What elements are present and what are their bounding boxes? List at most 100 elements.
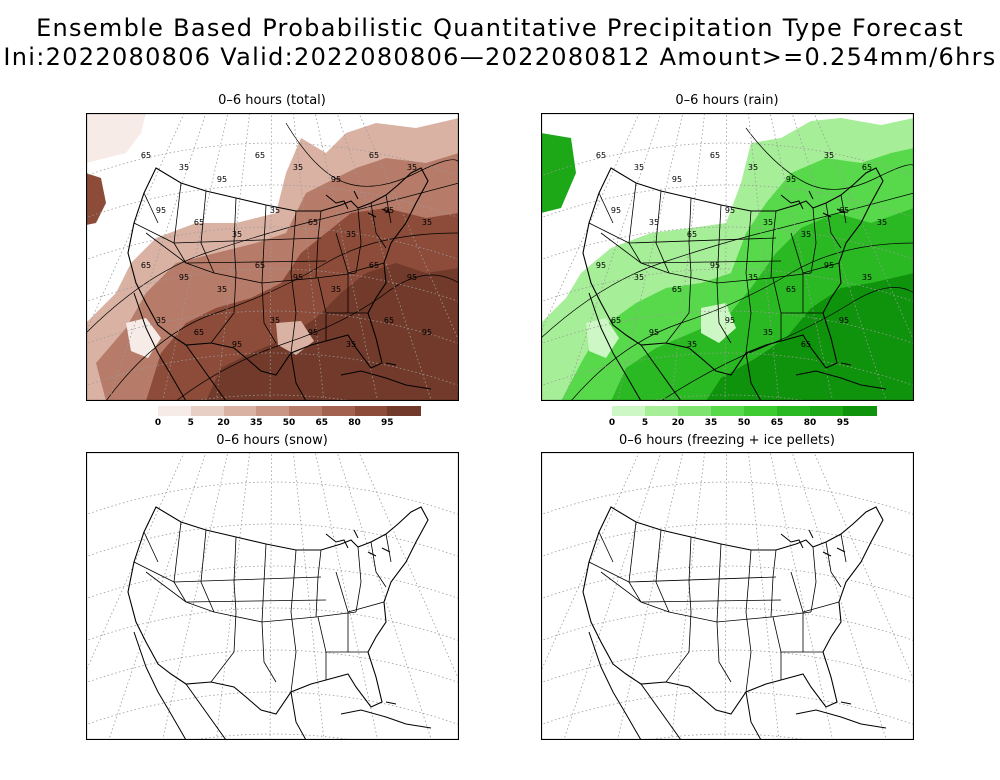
contour-label: 65 bbox=[369, 151, 379, 160]
contour-label: 95 bbox=[331, 175, 341, 184]
contour-label: 65 bbox=[710, 151, 720, 160]
contour-label: 95 bbox=[710, 261, 720, 270]
colorbar-tick-label: 5 bbox=[641, 418, 649, 428]
panel-title-total: 0–6 hours (total) bbox=[218, 93, 326, 108]
colorbar-swatch bbox=[678, 406, 712, 416]
contour-label: 95 bbox=[179, 273, 189, 282]
contour-label: 95 bbox=[232, 340, 242, 349]
colorbar-tick-label: 50 bbox=[737, 418, 751, 428]
contour-label: 35 bbox=[649, 218, 659, 227]
contour-label: 95 bbox=[725, 206, 735, 215]
contour-label: 95 bbox=[839, 316, 849, 325]
contour-label: 95 bbox=[725, 316, 735, 325]
contour-label: 35 bbox=[346, 340, 356, 349]
contour-label: 65 bbox=[141, 261, 151, 270]
colorbar-swatch bbox=[387, 406, 421, 416]
contour-label: 95 bbox=[672, 175, 682, 184]
colorbar-tick-label: 20 bbox=[671, 418, 685, 428]
contour-label: 35 bbox=[217, 285, 227, 294]
colorbar-swatch bbox=[810, 406, 844, 416]
contour-label: 65 bbox=[369, 261, 379, 270]
panel-title-rain: 0–6 hours (rain) bbox=[675, 93, 779, 108]
colorbar-tick-label: 80 bbox=[803, 418, 817, 428]
contour-label: 65 bbox=[308, 218, 318, 227]
chart-title-line2: Ini:2022080806 Valid:2022080806—20220808… bbox=[3, 43, 997, 71]
contour-label: 35 bbox=[824, 151, 834, 160]
contour-label: 95 bbox=[596, 261, 606, 270]
colorbar-swatch bbox=[777, 406, 811, 416]
colorbar-tick-label: 95 bbox=[380, 418, 394, 428]
colorbar-swatch bbox=[289, 406, 323, 416]
colorbar-tick-label: 80 bbox=[348, 418, 361, 428]
contour-label: 65 bbox=[687, 230, 697, 239]
contour-label: 35 bbox=[407, 163, 417, 172]
contour-label: 65 bbox=[194, 328, 204, 337]
contour-label: 65 bbox=[194, 218, 204, 227]
contour-label: 35 bbox=[634, 273, 644, 282]
contour-label: 35 bbox=[179, 163, 189, 172]
contour-label: 65 bbox=[611, 316, 621, 325]
contour-label: 35 bbox=[156, 316, 166, 325]
contour-label: 65 bbox=[672, 285, 682, 294]
map-panel-freezing bbox=[541, 452, 914, 740]
panel-title-snow: 0–6 hours (snow) bbox=[216, 433, 328, 448]
contour-label: 65 bbox=[596, 151, 606, 160]
contour-label: 35 bbox=[270, 206, 280, 215]
colorbar-rain: 0 5 20 35 50 65 80 95 bbox=[608, 406, 877, 430]
colorbar-tick-label: 0 bbox=[154, 418, 162, 428]
colorbar-tick-label: 50 bbox=[282, 418, 296, 428]
colorbar-swatch bbox=[645, 406, 679, 416]
map-panel-rain: 65 35 95 65 35 95 35 65 95 35 65 95 35 35 65 35 95 35 65 95… bbox=[541, 113, 914, 401]
contour-label: 35 bbox=[270, 316, 280, 325]
contour-label: 95 bbox=[384, 206, 394, 215]
chart-title-line1: Ensemble Based Probabilistic Quantitativ… bbox=[36, 14, 964, 42]
contour-label: 35 bbox=[331, 285, 341, 294]
contour-label: 95 bbox=[217, 175, 227, 184]
contour-label: 65 bbox=[801, 340, 811, 349]
colorbar-swatch bbox=[158, 406, 192, 416]
contour-label: 65 bbox=[141, 151, 151, 160]
contour-label: 35 bbox=[763, 218, 773, 227]
contour-label: 95 bbox=[611, 206, 621, 215]
contour-label: 95 bbox=[308, 328, 318, 337]
contour-label: 65 bbox=[839, 206, 849, 215]
contour-label: 95 bbox=[824, 261, 834, 270]
colorbar-swatch bbox=[223, 406, 257, 416]
colorbar-tick-label: 65 bbox=[315, 418, 329, 428]
colorbar-swatch bbox=[354, 406, 388, 416]
colorbar-swatch bbox=[321, 406, 355, 416]
colorbar-tick-label: 35 bbox=[249, 418, 263, 428]
colorbar-tick-label: 20 bbox=[217, 418, 230, 428]
colorbar-swatch bbox=[744, 406, 778, 416]
colorbar-total: 0 5 20 35 50 65 80 95 bbox=[154, 406, 421, 430]
contour-label: 35 bbox=[748, 273, 758, 282]
colorbar-swatch bbox=[190, 406, 224, 416]
colorbar-tick-label: 0 bbox=[608, 418, 616, 428]
panel-title-freezing: 0–6 hours (freezing + ice pellets) bbox=[619, 433, 835, 448]
contour-label: 65 bbox=[255, 151, 265, 160]
contour-label: 95 bbox=[786, 175, 796, 184]
contour-label: 95 bbox=[156, 206, 166, 215]
colorbar-tick-label: 65 bbox=[770, 418, 784, 428]
contour-label: 35 bbox=[293, 163, 303, 172]
contour-label: 35 bbox=[748, 163, 758, 172]
map-panel-snow bbox=[86, 452, 459, 740]
contour-label: 35 bbox=[877, 218, 887, 227]
contour-label: 35 bbox=[422, 218, 432, 227]
contour-label: 35 bbox=[634, 163, 644, 172]
contour-label: 65 bbox=[384, 316, 394, 325]
contour-label: 95 bbox=[422, 328, 432, 337]
contour-label: 35 bbox=[763, 328, 773, 337]
contour-label: 65 bbox=[255, 261, 265, 270]
colorbar-swatch bbox=[256, 406, 290, 416]
colorbar-tick-label: 35 bbox=[704, 418, 718, 428]
contour-label: 95 bbox=[293, 273, 303, 282]
contour-label: 35 bbox=[232, 230, 242, 239]
contour-label: 65 bbox=[862, 163, 872, 172]
map-panel-total: 65 35 95 65 35 95 65 35 95 65 35 35 65 35 95 35 65 95 35 65… bbox=[86, 113, 459, 401]
contour-label: 35 bbox=[687, 340, 697, 349]
contour-label: 35 bbox=[862, 273, 872, 282]
colorbar-swatch bbox=[843, 406, 877, 416]
colorbar-swatch bbox=[612, 406, 646, 416]
colorbar-swatch bbox=[711, 406, 745, 416]
